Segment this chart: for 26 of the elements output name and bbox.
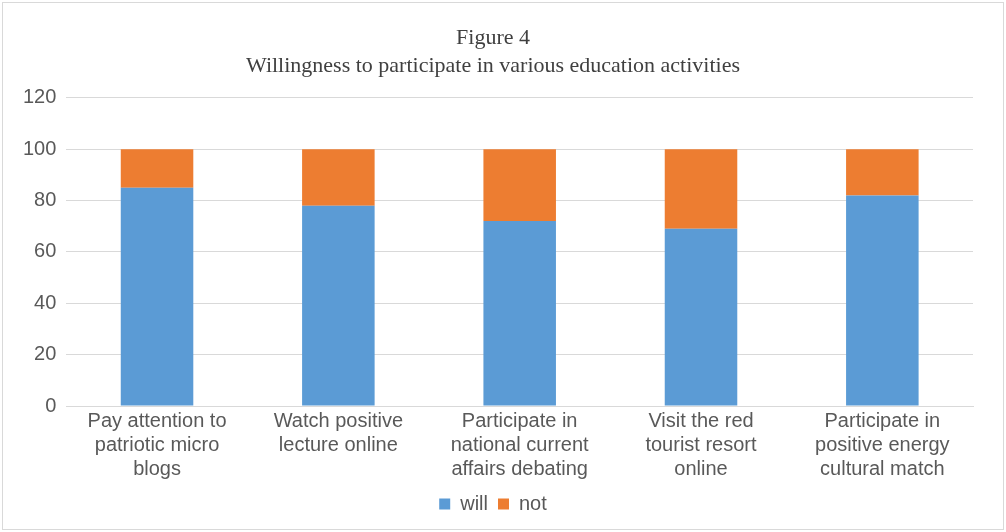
legend-label: not bbox=[518, 491, 548, 514]
x-tick-label: Watch positive lecture online bbox=[273, 408, 404, 455]
bar bbox=[120, 187, 194, 406]
bar bbox=[483, 221, 556, 406]
bar bbox=[846, 149, 919, 196]
y-tick-label: 40 bbox=[34, 290, 57, 313]
bar bbox=[664, 149, 738, 229]
x-tick-label: Pay attention to patriotic micro blogs bbox=[87, 408, 227, 479]
chart-subtitle: Willingness to participate in various education activities bbox=[246, 52, 740, 78]
y-tick-label: 20 bbox=[34, 342, 57, 365]
legend-label: will bbox=[459, 491, 488, 514]
bar bbox=[846, 195, 919, 406]
bar bbox=[302, 205, 375, 406]
bar bbox=[483, 149, 556, 222]
bar bbox=[664, 228, 738, 406]
y-tick-label: 80 bbox=[34, 188, 57, 211]
y-tick-label: 60 bbox=[34, 239, 57, 262]
x-tick-label: Participate in positive energy cultural match bbox=[815, 408, 950, 479]
x-tick-label: Participate in national current affairs debating bbox=[450, 408, 590, 479]
bar bbox=[302, 149, 375, 206]
bar bbox=[120, 149, 194, 188]
y-tick-label: 100 bbox=[22, 136, 57, 159]
y-tick-label: 120 bbox=[22, 85, 57, 108]
y-tick-label: 0 bbox=[45, 393, 57, 416]
x-tick-label: Visit the red tourist resort online bbox=[645, 408, 758, 479]
chart-title: Figure 4 bbox=[456, 23, 530, 49]
